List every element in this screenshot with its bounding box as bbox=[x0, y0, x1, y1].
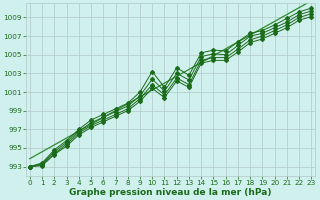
X-axis label: Graphe pression niveau de la mer (hPa): Graphe pression niveau de la mer (hPa) bbox=[69, 188, 272, 197]
